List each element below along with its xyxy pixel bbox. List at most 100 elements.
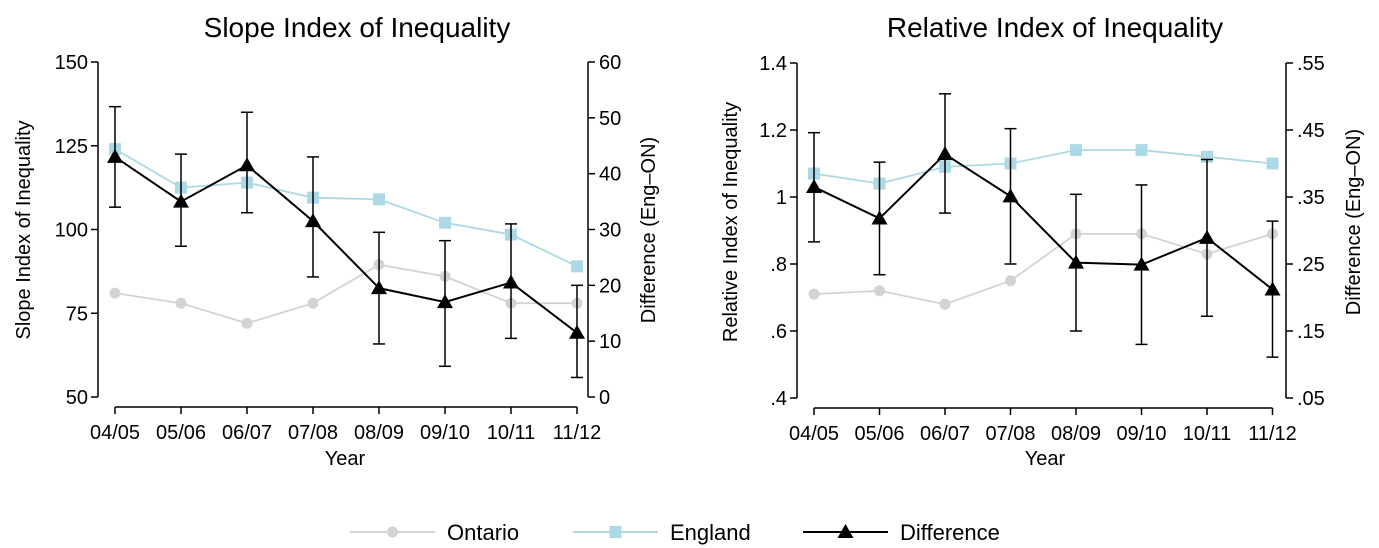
rii-plot: .4 .6 .8 1 1.2 1.4 .05 .15 .25 .35 .45 .55 04/05 05/0… [759, 53, 1325, 445]
rii-series-england [808, 144, 1279, 190]
rii-panel: Relative Index of Inequality Relative In… [720, 12, 1365, 470]
legend-item-difference: Difference [803, 520, 1000, 545]
rii-y2-tick-label: .15 [1297, 321, 1325, 343]
sii-x-tick-label: 08/09 [354, 422, 404, 444]
sii-difference-point [437, 294, 453, 309]
sii-y2-tick-label: 60 [599, 52, 621, 74]
sii-england-point [439, 216, 451, 229]
rii-england-line [813, 149, 1273, 185]
legend-marker-england [609, 526, 622, 538]
sii-y2-axis-label: Difference (Eng–ON) [638, 137, 660, 323]
sii-panel: Slope Index of Inequality Slope Index of… [13, 12, 660, 470]
rii-england-point [1266, 157, 1279, 170]
rii-difference-point [937, 146, 953, 161]
sii-y2-tick-label: 50 [599, 108, 621, 130]
sii-england-line [114, 148, 578, 268]
rii-england-point [1070, 144, 1082, 157]
rii-difference-line [813, 152, 1274, 291]
rii-x-tick-label: 05/06 [854, 423, 904, 445]
rii-ontario-point [1005, 275, 1016, 287]
sii-difference-point [371, 280, 387, 295]
rii-y-tick-label: 1.4 [759, 53, 787, 75]
rii-ontario-line [813, 232, 1273, 306]
sii-y2-tick-label: 10 [599, 331, 621, 353]
sii-x-tick-label: 11/12 [553, 422, 602, 444]
sii-x-tick-label: 04/05 [90, 422, 140, 444]
rii-difference-point [1002, 188, 1019, 203]
sii-y2-tick-label: 0 [599, 387, 610, 409]
sii-series-difference [107, 105, 585, 379]
rii-difference-point [1133, 256, 1150, 271]
rii-x-tick-label: 08/09 [1051, 423, 1101, 445]
rii-y2-axis-label: Difference (Eng–ON) [1343, 129, 1365, 315]
legend-label-difference: Difference [900, 520, 1000, 545]
rii-y2-tick-label: .55 [1297, 53, 1325, 75]
sii-x-tick-label: 09/10 [420, 422, 470, 444]
rii-difference-point [1264, 281, 1281, 296]
rii-y-tick-label: 1 [776, 187, 787, 209]
rii-y-tick-label: 1.2 [759, 120, 787, 142]
sii-x-tick-label: 07/08 [288, 422, 338, 444]
rii-ontario-point [939, 298, 951, 310]
rii-series-ontario [808, 228, 1278, 310]
legend-marker-difference [837, 524, 854, 538]
sii-england-point [373, 193, 385, 206]
rii-x-tick-label: 09/10 [1116, 423, 1166, 445]
sii-y-tick-label: 150 [55, 52, 88, 74]
sii-ontario-point [307, 297, 319, 309]
legend-item-england: England [573, 520, 751, 545]
sii-difference-point [503, 274, 519, 289]
sii-plot: 50 75 100 125 150 0 10 20 30 40 50 60 04/05 05/06 06/0… [55, 52, 622, 444]
rii-chart-title: Relative Index of Inequality [887, 12, 1223, 43]
legend-item-ontario: Ontario [350, 520, 519, 545]
rii-ontario-point [874, 285, 885, 297]
sii-difference-line [114, 156, 578, 334]
sii-y-tick-label: 75 [66, 303, 88, 325]
rii-difference-point [806, 178, 822, 193]
rii-ontario-point [808, 288, 820, 300]
rii-y2-tick-label: .35 [1297, 187, 1325, 209]
rii-difference-point [871, 210, 888, 225]
sii-difference-point [239, 157, 255, 172]
sii-x-tick-label: 05/06 [156, 422, 206, 444]
rii-x-tick-label: 06/07 [920, 423, 970, 445]
sii-x-tick-label: 06/07 [222, 422, 272, 444]
sii-y2-tick-label: 20 [599, 275, 621, 297]
legend-label-ontario: Ontario [447, 520, 519, 545]
sii-difference-point [305, 213, 321, 228]
rii-y-tick-label: .8 [770, 254, 787, 276]
sii-difference-point [173, 193, 189, 208]
sii-ontario-line [114, 263, 577, 325]
rii-y2-tick-label: .25 [1297, 254, 1325, 276]
sii-y-tick-label: 125 [55, 136, 88, 158]
sii-ontario-point [175, 297, 187, 309]
rii-x-tick-label: 11/12 [1248, 423, 1297, 445]
legend-label-england: England [670, 520, 751, 545]
sii-series-england [109, 143, 583, 273]
rii-y-tick-label: .4 [770, 388, 787, 410]
sii-ontario-point [241, 317, 253, 329]
rii-x-tick-label: 04/05 [789, 423, 839, 445]
rii-y-axis-label: Relative Index of Inequality [720, 102, 742, 342]
rii-x-tick-label: 10/11 [1183, 423, 1232, 445]
sii-x-tick-label: 10/11 [487, 422, 536, 444]
legend-marker-ontario [387, 526, 398, 538]
rii-x-tick-label: 07/08 [985, 423, 1035, 445]
legend: Ontario England Difference [350, 520, 1000, 545]
rii-england-point [1135, 144, 1148, 157]
sii-series-ontario [109, 259, 583, 329]
sii-difference-point [569, 324, 585, 339]
sii-england-point [571, 260, 583, 273]
rii-x-axis-label: Year [1025, 448, 1066, 470]
rii-series-difference [806, 93, 1281, 358]
sii-difference-point [107, 148, 123, 163]
sii-y2-tick-label: 40 [599, 164, 621, 186]
rii-difference-point [1068, 254, 1084, 269]
sii-y-tick-label: 50 [66, 387, 88, 409]
rii-difference-point [1199, 229, 1215, 244]
rii-y2-tick-label: .45 [1297, 120, 1325, 142]
sii-x-axis-label: Year [325, 448, 366, 470]
sii-chart-title: Slope Index of Inequality [204, 12, 511, 43]
sii-ontario-point [109, 287, 121, 299]
